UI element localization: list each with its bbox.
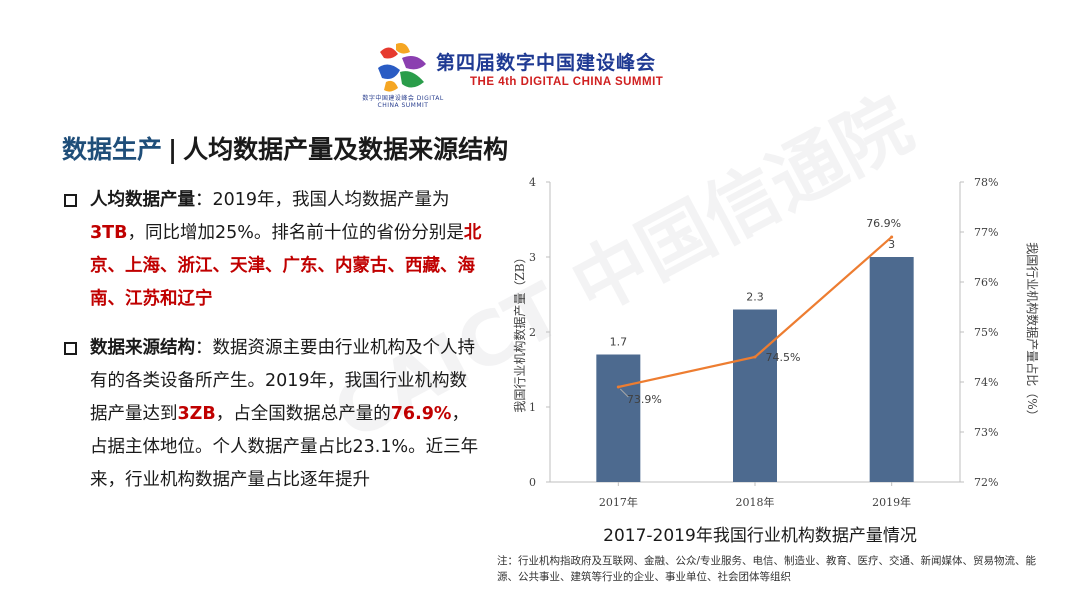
bullet-heading: 数据来源结构 bbox=[90, 338, 195, 358]
line-point bbox=[753, 355, 757, 359]
highlight-text: 76.9% bbox=[390, 404, 452, 424]
bar-value-label: 3 bbox=[888, 238, 895, 251]
left-tick-label: 1 bbox=[529, 401, 536, 414]
body-text: ：数据资源主要由行业机构及个人持有的各类设备所产生。2019年，我国行业机构数据… bbox=[90, 338, 475, 424]
logo-subtitle: 数字中国建设峰会 DIGITAL CHINA SUMMIT bbox=[362, 95, 444, 109]
x-tick-label: 2018年 bbox=[736, 495, 775, 509]
highlight-text: 3ZB bbox=[177, 404, 216, 424]
highlight-text: 3TB bbox=[90, 223, 128, 243]
bullet-box-icon bbox=[64, 194, 77, 207]
x-tick-label: 2019年 bbox=[872, 495, 911, 509]
production-chart: 0 1 2 3 4 72% 73% 74% 75% 76% 77% 78% 我国行业机构数据产量（ZB）… bbox=[512, 176, 1040, 509]
right-tick-label: 74% bbox=[974, 376, 998, 389]
line-value-label: 76.9% bbox=[866, 217, 901, 230]
title-separator: | bbox=[168, 135, 178, 164]
left-tick-label: 4 bbox=[529, 176, 536, 189]
body-text: ，占全国数据总产量的 bbox=[215, 404, 391, 424]
left-axis-label: 我国行业机构数据产量（ZB） bbox=[512, 251, 527, 412]
bullet-item: 人均数据产量：2019年，我国人均数据产量为 3TB，同比增加25%。排名前十位的… bbox=[62, 184, 482, 316]
page-title: 数据生产 | 人均数据产量及数据来源结构 bbox=[62, 130, 508, 166]
bar bbox=[733, 309, 777, 482]
summit-title-cn: 第四届数字中国建设峰会 bbox=[436, 52, 657, 74]
bullet-list: 人均数据产量：2019年，我国人均数据产量为 3TB，同比增加25%。排名前十位的… bbox=[62, 184, 482, 513]
right-tick-label: 73% bbox=[974, 426, 998, 439]
right-tick-label: 77% bbox=[974, 226, 998, 239]
highlight-text: 北京、上海、浙江、天津、广东、内蒙古、西藏、海南、江苏和辽宁 bbox=[90, 223, 482, 309]
bar bbox=[596, 354, 641, 482]
right-tick-label: 72% bbox=[974, 476, 998, 489]
bullet-heading: 人均数据产量 bbox=[90, 190, 195, 210]
title-main: 人均数据产量及数据来源结构 bbox=[183, 135, 509, 164]
x-tick-label: 2017年 bbox=[599, 495, 638, 509]
chart-title: 2017-2019年我国行业机构数据产量情况 bbox=[603, 526, 917, 546]
bar-value-label: 2.3 bbox=[746, 291, 764, 304]
body-text: ，占据主体地位。个人数据产量占比23.1%。近三年来，行业机构数据产量占比逐年提… bbox=[90, 404, 479, 490]
bullet-box-icon bbox=[64, 342, 77, 355]
right-tick-label: 76% bbox=[974, 276, 998, 289]
body-text: ，同比增加25%。排名前十位的省份分别是 bbox=[127, 223, 464, 243]
line-value-label: 73.9% bbox=[627, 393, 662, 406]
title-prefix: 数据生产 bbox=[62, 135, 163, 164]
summit-title-en: THE 4th DIGITAL CHINA SUMMIT bbox=[470, 76, 664, 88]
right-axis-label: 我国行业机构数据产量占比（%） bbox=[1025, 242, 1040, 421]
left-tick-label: 3 bbox=[529, 251, 536, 264]
line-value-label: 74.5% bbox=[766, 351, 801, 364]
digital-china-logo-icon bbox=[378, 43, 426, 92]
left-tick-label: 2 bbox=[529, 326, 536, 339]
left-tick-label: 0 bbox=[529, 476, 536, 489]
summit-header: 数字中国建设峰会 DIGITAL CHINA SUMMIT 第四届数字中国建设峰… bbox=[0, 0, 1080, 110]
bar bbox=[869, 257, 914, 482]
bar-value-label: 1.7 bbox=[610, 336, 628, 349]
bullet-item: 数据来源结构：数据资源主要由行业机构及个人持有的各类设备所产生。2019年，我国… bbox=[62, 332, 482, 497]
line-point bbox=[616, 385, 620, 389]
line-point bbox=[890, 235, 894, 239]
footnote: 注：行业机构指政府及互联网、金融、公众/专业服务、电信、制造业、教育、医疗、交通… bbox=[497, 555, 1037, 583]
body-text: ：2019年，我国人均数据产量为 bbox=[195, 190, 450, 210]
label-leader bbox=[619, 388, 629, 398]
right-tick-label: 75% bbox=[974, 326, 998, 339]
right-tick-label: 78% bbox=[974, 176, 998, 189]
